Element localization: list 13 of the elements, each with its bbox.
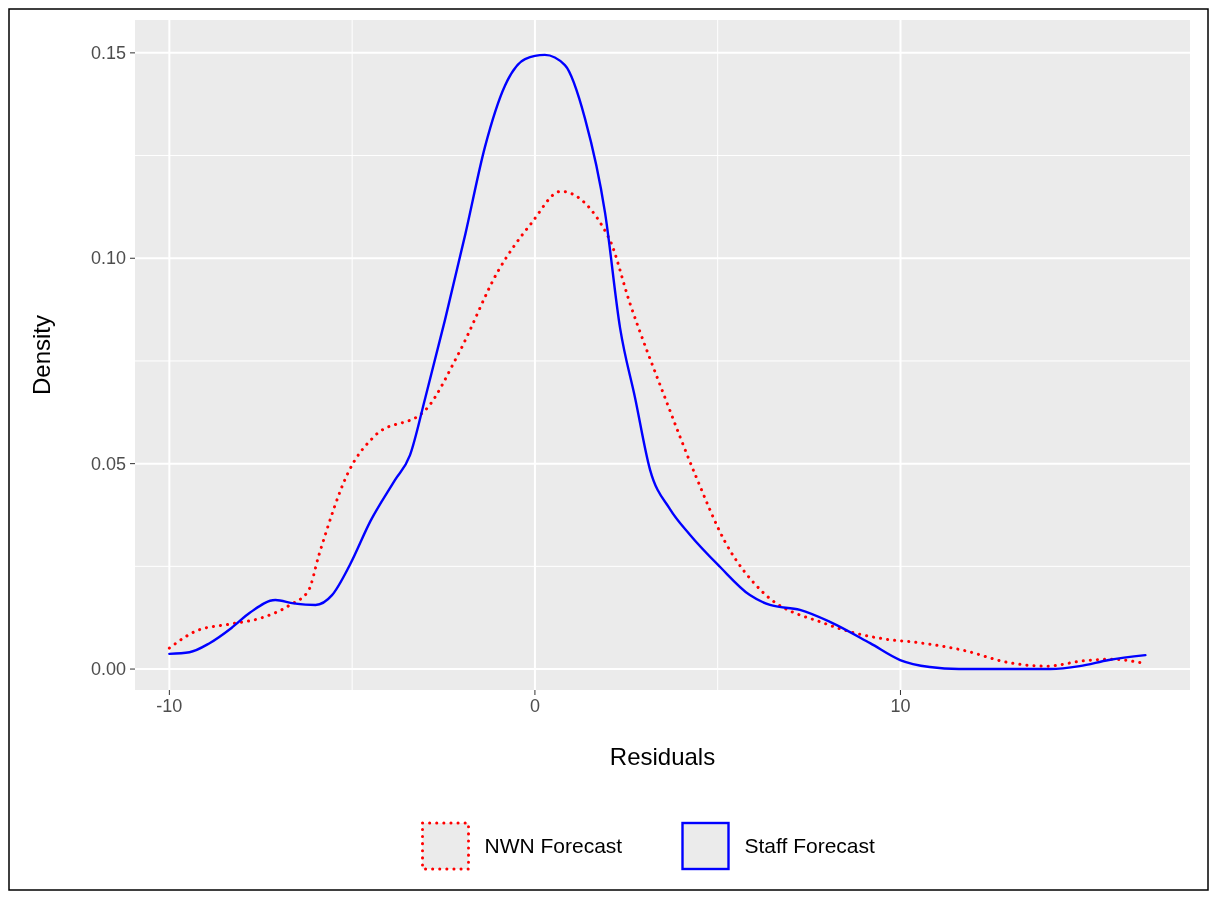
x-tick-label: 10 [890,696,911,716]
line-series [167,189,1144,668]
legend-label: Staff Forecast [744,834,875,857]
y-tick-label: 0.10 [90,248,126,269]
x-axis-title: Residuals [609,743,716,770]
x-tick-label: -10 [156,696,183,716]
line-series [168,53,1147,671]
y-tick-label: 0.05 [90,453,126,474]
x-tick-label: 0 [529,696,540,716]
y-tick-label: 0.15 [90,42,126,63]
y-tick-label: 0.00 [90,659,126,680]
y-axis-title: Density [28,314,55,396]
legend-label: NWN Forecast [484,834,623,857]
